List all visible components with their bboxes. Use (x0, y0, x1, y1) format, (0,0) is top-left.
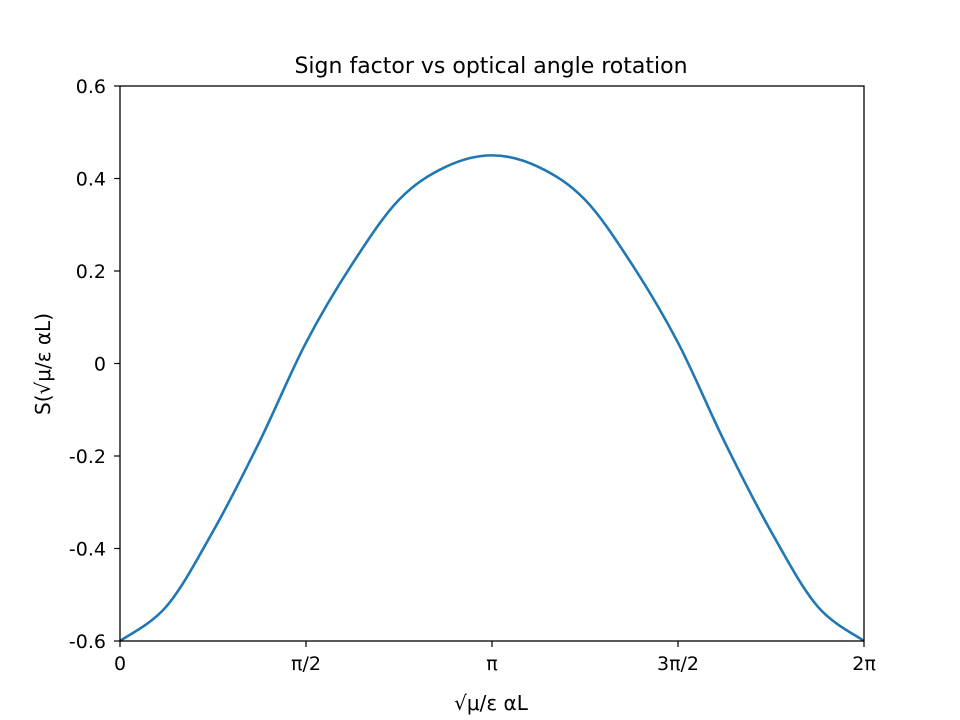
y-tick-label: -0.6 (69, 631, 106, 653)
series-layer (119, 154, 865, 643)
y-axis-label-text: S(√μ/ε αL) (31, 313, 55, 415)
x-axis-label-text: √μ/ε αL (454, 691, 529, 715)
y-tick-label: 0.2 (76, 261, 106, 283)
x-axis-ticks: 0 π/2 π 3π/2 2π (114, 641, 876, 675)
y-tick-label: 0.4 (76, 169, 106, 191)
y-tick-label: 0.6 (76, 76, 106, 98)
x-tick-label: 3π/2 (657, 653, 699, 675)
y-tick-label: -0.2 (69, 446, 106, 468)
chart-title: Sign factor vs optical angle rotation (294, 54, 687, 79)
y-tick-label: -0.4 (69, 539, 106, 561)
x-tick-label: 2π (852, 653, 876, 675)
x-tick-label: π/2 (291, 653, 321, 675)
x-tick-label: 0 (114, 653, 126, 675)
y-axis-label: S(√μ/ε αL) (31, 313, 55, 415)
y-tick-label: 0 (94, 354, 106, 376)
y-axis-ticks: 0.6 0.4 0.2 0 -0.2 -0.4 -0.6 (69, 76, 120, 653)
series-line-0 (119, 154, 865, 643)
x-axis-label: √μ/ε αL (454, 691, 529, 715)
x-tick-label: π (486, 653, 497, 675)
